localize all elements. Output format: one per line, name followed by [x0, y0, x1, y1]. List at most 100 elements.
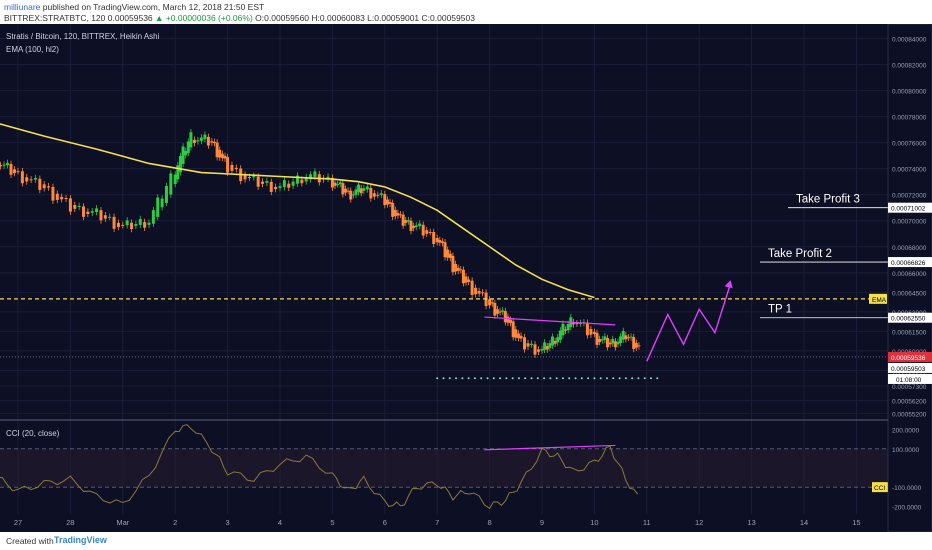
support-dot [442, 377, 445, 380]
support-dot [612, 377, 615, 380]
support-dot [574, 377, 577, 380]
y-tick-label: 0.00056200 [892, 398, 927, 405]
ema-line [0, 123, 595, 299]
created-with: Created with [6, 536, 54, 546]
cci-tick-label: 100.0000 [892, 447, 919, 454]
candle-body [634, 343, 638, 348]
candle-body [223, 155, 227, 159]
x-tick-label: 4 [278, 518, 282, 527]
candle-body [346, 190, 350, 192]
cci-tick-label: 200.0000 [892, 428, 919, 435]
candle-body [493, 302, 497, 316]
cci-legend: CCI (20, close) [6, 429, 60, 438]
candle-body [226, 157, 230, 173]
candle-body [516, 333, 520, 339]
chart-title: Stratis / Bitcoin, 120, BITTREX, Heikin … [6, 32, 160, 41]
y-tick-label: 0.00074000 [892, 167, 927, 174]
candle-body [600, 339, 604, 341]
candle-body [501, 310, 505, 312]
candle-body [326, 176, 330, 179]
candle-body [349, 190, 353, 200]
support-dot [624, 377, 627, 380]
candle-body [247, 177, 251, 179]
candle-body [25, 177, 29, 182]
candle-body [592, 331, 596, 334]
candle-body [530, 343, 534, 345]
candle-body [9, 163, 13, 175]
candle-body [454, 264, 458, 272]
candle-body [164, 186, 168, 203]
author-link[interactable]: milliunare [4, 2, 41, 12]
candle-body [598, 338, 602, 343]
candle-body [545, 346, 549, 350]
tp1-label: TP 1 [768, 304, 792, 316]
candle-body [474, 287, 478, 295]
tp2-price-bg [888, 257, 932, 268]
candle-body [160, 198, 164, 208]
price-trend-line [484, 316, 616, 326]
price-chart[interactable]: EMA Take Profit 3 Take Profit 2 TP 1 CCI 0.0… [0, 24, 932, 532]
candle-body [351, 194, 355, 196]
candle-body [399, 214, 403, 216]
y-tick-label: 0.00061500 [892, 329, 927, 336]
candle-body [488, 299, 492, 306]
candle-body [421, 224, 425, 236]
candle-body [503, 311, 507, 323]
tp2-price-label: 0.00066826 [891, 260, 926, 267]
support-dot [605, 377, 608, 380]
candle-body [561, 323, 565, 336]
candle-body [511, 321, 515, 338]
x-tick-label: 27 [14, 518, 22, 527]
x-tick-label: 7 [435, 518, 439, 527]
candle-body [176, 165, 180, 180]
candle-body [414, 225, 418, 228]
candle-body [470, 280, 474, 295]
candle-body [218, 149, 222, 158]
candle-body [428, 231, 432, 233]
candle-body [304, 177, 308, 182]
symbol-price: BITTREX:STRATBTC, 120 0.00059536 [4, 13, 153, 23]
candle-body [456, 267, 460, 271]
candle-body [192, 139, 196, 144]
symbol-line: BITTREX:STRATBTC, 120 0.00059536 ▲ +0.00… [4, 13, 475, 23]
candle-body [359, 188, 363, 194]
candle-body [73, 204, 77, 209]
support-dot [517, 377, 520, 380]
price-axis[interactable] [887, 24, 932, 532]
candle-body [626, 337, 630, 339]
tp1-price-label: 0.00062550 [891, 316, 926, 323]
y-tick-label: 0.00066000 [892, 271, 927, 278]
candle-body [13, 169, 17, 174]
candle-body [548, 343, 552, 348]
current-price-bg [888, 351, 932, 362]
candle-body [608, 342, 612, 345]
candle-body [344, 188, 347, 193]
candle-body [60, 196, 64, 200]
candle-body [432, 231, 436, 244]
ema-tag: EMA [872, 297, 887, 304]
candle-body [243, 174, 247, 180]
tp2-label: Take Profit 2 [768, 248, 832, 260]
support-dot [505, 377, 508, 380]
y-tick-label: 0.00076000 [892, 141, 927, 148]
candle-body [181, 146, 185, 165]
overlays: EMA Take Profit 3 Take Profit 2 TP 1 CCI [0, 123, 888, 510]
candle-body [616, 341, 620, 345]
cci-tag: CCI [874, 485, 885, 492]
candle-body [383, 194, 387, 206]
candle-body [533, 344, 537, 355]
countdown-label: 01:08:00 [896, 377, 922, 384]
publish-info: published on TradingView.com, March 12, … [42, 2, 265, 12]
x-tick-label: 13 [747, 518, 755, 527]
support-dot [561, 377, 564, 380]
candle-body [156, 197, 160, 217]
candle-body [376, 194, 380, 196]
candle-body [564, 329, 568, 331]
candle-body [134, 224, 138, 226]
candle-body [637, 345, 641, 347]
candle-body [103, 215, 107, 219]
candle-body [20, 171, 24, 184]
candle-body [477, 291, 481, 294]
tradingview-logo[interactable]: TradingView [54, 535, 107, 545]
candle-body [543, 342, 547, 350]
